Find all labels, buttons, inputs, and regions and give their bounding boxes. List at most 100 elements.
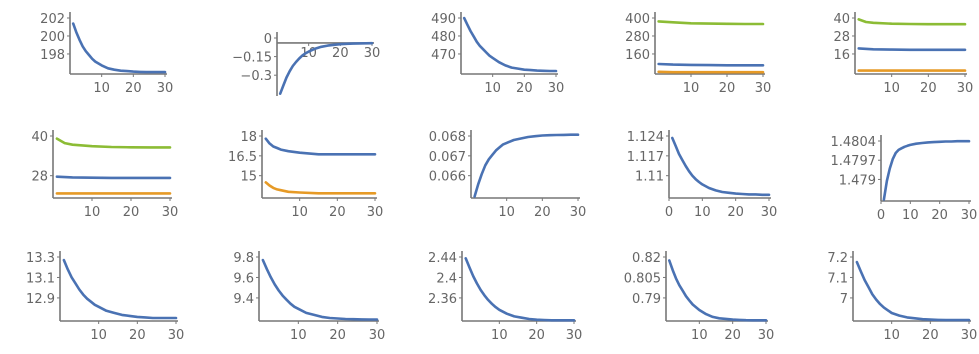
series-line-blue: [667, 259, 768, 322]
chart-panel-11: 13.3 13.1 12.9 10 20 30: [26, 251, 184, 343]
x-tick-label: 30: [961, 328, 978, 343]
y-tick-label: 0.066: [429, 170, 466, 185]
x-tick-label: 20: [528, 328, 545, 343]
x-tick-label: 10: [484, 81, 501, 96]
x-tick-label: 30: [367, 205, 384, 220]
series-line-blue: [55, 175, 172, 180]
y-tick-label: 198: [40, 48, 65, 63]
y-tick-label: 0.067: [429, 150, 466, 165]
series-line-blue: [278, 41, 374, 95]
series-line-green: [657, 20, 765, 26]
y-tick-label: 202: [40, 12, 65, 27]
y-tick-label: 200: [40, 30, 65, 45]
series-line-green: [55, 137, 172, 149]
x-tick-label: 0: [665, 205, 673, 220]
x-tick-label: 20: [727, 205, 744, 220]
y-tick-label: 7.2: [827, 251, 848, 266]
chart-panel-14: 0.82 0.805 0.79 10 20 30: [624, 251, 774, 343]
chart-panel-15: 7.2 7.1 7 10 20 30: [827, 251, 977, 343]
x-tick-label: 10: [84, 205, 101, 220]
x-tick-label: 10: [93, 81, 110, 96]
x-tick-label: 20: [920, 81, 937, 96]
x-tick-label: 10: [491, 328, 508, 343]
y-tick-label: 28: [833, 30, 850, 45]
y-tick-label: 2.4: [436, 271, 457, 286]
series-line-blue: [261, 258, 379, 321]
x-tick-label: 30: [957, 81, 974, 96]
y-tick-label: 490: [431, 12, 456, 27]
x-tick-label: 20: [129, 328, 146, 343]
y-tick-label: 0.068: [429, 130, 466, 145]
x-tick-label: 20: [516, 81, 533, 96]
y-tick-label: 16.5: [228, 150, 257, 165]
y-tick-label: 0: [264, 32, 272, 47]
x-tick-label: 20: [125, 81, 142, 96]
x-tick-label: 10: [90, 328, 107, 343]
chart-panel-6: 40 28 10 20 30: [31, 130, 178, 220]
y-tick-label: 7: [840, 292, 848, 307]
x-tick-label: 20: [724, 328, 741, 343]
x-tick-label: 20: [123, 205, 140, 220]
y-tick-label: 480: [431, 30, 456, 45]
x-tick-label: 20: [332, 46, 349, 61]
x-tick-label: 10: [290, 328, 307, 343]
x-tick-label: 30: [157, 81, 174, 96]
series-line-blue: [462, 16, 558, 73]
x-tick-label: 30: [761, 205, 778, 220]
y-tick-label: 470: [431, 48, 456, 63]
y-tick-label: 280: [625, 30, 650, 45]
x-tick-label: 20: [922, 328, 939, 343]
series-line-orange: [264, 181, 377, 195]
x-tick-label: 30: [961, 208, 978, 223]
x-tick-label: 30: [548, 81, 565, 96]
y-tick-label: 9.6: [233, 271, 254, 286]
series-line-blue: [473, 133, 580, 198]
chart-panel-8: 0.068 0.067 0.066 10 20 30: [429, 130, 586, 220]
x-tick-label: 10: [902, 208, 919, 223]
chart-panel-13: 2.44 2.4 2.36 10 20 30: [428, 251, 582, 343]
y-tick-label: 13.1: [26, 271, 55, 286]
x-tick-label: 20: [329, 328, 346, 343]
x-tick-label: 10: [883, 81, 900, 96]
y-tick-label: −0.3: [240, 69, 272, 84]
chart-panel-2: 0−0.15−0.310 20 30: [232, 32, 380, 96]
x-tick-label: 30: [168, 328, 185, 343]
x-tick-label: 20: [534, 205, 551, 220]
y-tick-label: 9.8: [233, 251, 254, 266]
series-line-green: [857, 18, 967, 26]
x-tick-label: 20: [719, 81, 736, 96]
y-tick-label: 1.4797: [831, 154, 877, 169]
x-tick-label: 10: [694, 205, 711, 220]
series-line-blue: [62, 258, 178, 320]
y-tick-label: 15: [240, 170, 257, 185]
y-tick-label: 0.805: [624, 271, 661, 286]
x-tick-label: 30: [369, 328, 386, 343]
series-line-blue: [855, 260, 971, 322]
x-tick-label: 30: [755, 81, 772, 96]
chart-panel-7: 18 16.5 15 10 20 30: [228, 130, 383, 220]
y-tick-label: 7.1: [827, 271, 848, 286]
x-tick-label: 10: [291, 205, 308, 220]
y-tick-label: 13.3: [26, 251, 55, 266]
series-line-blue: [264, 137, 377, 156]
x-tick-label: 30: [758, 328, 775, 343]
y-tick-label: 1.117: [627, 150, 664, 165]
y-tick-label: 40: [833, 12, 850, 27]
y-tick-label: 400: [625, 12, 650, 27]
y-tick-label: 2.36: [428, 292, 457, 307]
y-tick-label: 1.11: [635, 170, 664, 185]
x-tick-label: 20: [329, 205, 346, 220]
y-tick-label: 1.124: [627, 130, 664, 145]
series-line-blue: [464, 256, 576, 322]
series-line-blue: [670, 136, 771, 197]
x-tick-label: 30: [570, 205, 587, 220]
y-tick-label: 2.44: [428, 251, 457, 266]
x-tick-label: 10: [498, 205, 515, 220]
y-tick-label: 0.82: [632, 251, 661, 266]
y-tick-label: 1.4804: [831, 135, 877, 150]
chart-panel-10: 1.4804 1.4797 1.479 0 10 20 30: [831, 135, 978, 223]
x-tick-label: 0: [877, 208, 885, 223]
chart-panel-9: 1.124 1.117 1.11 0 10 20 30: [627, 130, 777, 220]
y-tick-label: 0.79: [632, 292, 661, 307]
